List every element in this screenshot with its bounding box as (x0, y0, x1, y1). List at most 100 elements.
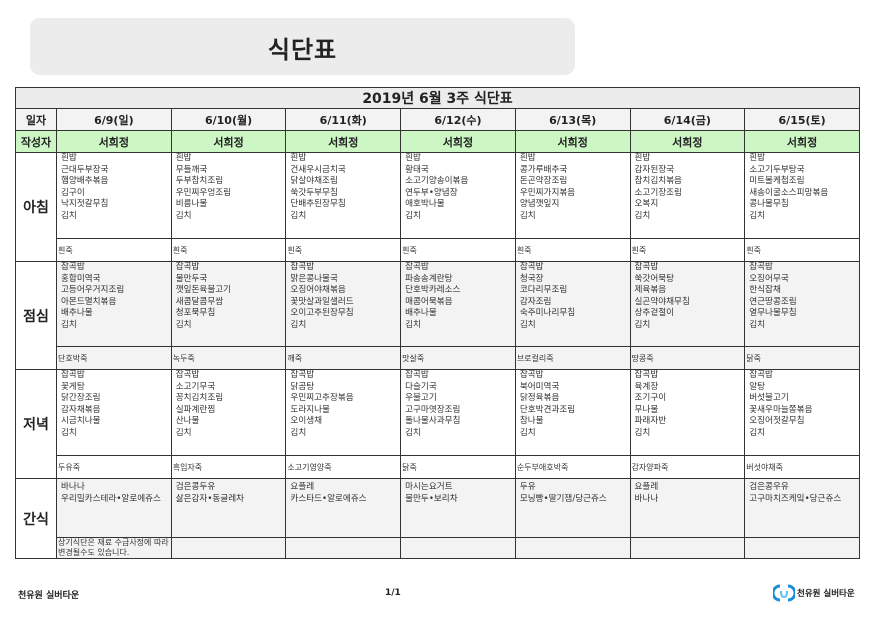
menu-item: 소고기두부탕국 (749, 164, 805, 175)
menu-item: 우리밀카스테라•알로에쥬스 (61, 493, 161, 504)
menu-item: 청국장 (519, 273, 544, 284)
footer-org-name: 천유원 실버타운 (18, 591, 80, 601)
menu-item: 김치 (405, 319, 421, 330)
day-date: 6/13(목) (514, 108, 631, 131)
menu-item: 소고기장조림 (634, 187, 682, 198)
menu-cell: 두유 모닝빵•딸기잼/당근쥬스 (514, 478, 631, 538)
menu-item: 잡곡밥 (175, 370, 200, 381)
menu-item: 김치 (405, 427, 421, 438)
menu-item: 참치김치볶음 (634, 176, 682, 187)
menu-item: 닭정육볶음 (519, 393, 560, 404)
menu-item: 검은콩우유 (749, 482, 789, 492)
menu-item: 단호박견과조림 (519, 404, 576, 415)
menu-item: 우불고기 (405, 393, 437, 404)
menu-item: 삶은감자•동글레차 (175, 493, 245, 504)
menu-item: 김치 (61, 319, 77, 330)
menu-item: 북어미역국 (519, 381, 560, 392)
menu-item: 황태국 (405, 164, 429, 175)
menu-item: 흰밥 (61, 153, 77, 164)
meal-label: 점심 (15, 261, 57, 370)
porridge-row: 두유죽 흑임자죽 소고기영양죽 닭죽 순두부애호박죽 감자양파죽 버섯야채죽 (16, 455, 860, 479)
menu-item: 김치 (634, 210, 651, 221)
porridge-cell: 맛살죽 (400, 346, 516, 370)
menu-item: 흰밥 (634, 153, 651, 164)
day-date: 6/10(월) (170, 108, 287, 131)
menu-item: 열무나물무침 (749, 308, 797, 319)
logo-text: 천유원 실버타운 (797, 589, 855, 599)
menu-item: 오징어무국 (749, 273, 789, 284)
menu-item: 김치 (61, 210, 77, 221)
menu-item: 육계장 (634, 381, 659, 392)
menu-item: 김치 (519, 319, 536, 330)
menu-item: 실파계란찜 (175, 404, 216, 415)
menu-item: 김치 (61, 427, 77, 438)
menu-cell: 요플레 카스타드•알로에쥬스 (285, 478, 402, 538)
porridge-cell: 흑임자죽 (170, 455, 287, 479)
day-date: 6/11(화) (285, 108, 402, 131)
menu-item: 닭간장조림 (61, 393, 101, 404)
menu-item: 고구마엿장조림 (405, 404, 461, 415)
menu-item: 돈곤약장조림 (519, 176, 568, 187)
menu-item: 닭곰탕 (290, 381, 315, 392)
menu-item: 애호박나물 (405, 199, 445, 210)
menu-item: 마시는요거트 (405, 482, 453, 492)
menu-cell: 잡곡밥 꽃게탕 닭간장조림 감자채볶음 시금치나물 김치 (56, 369, 172, 456)
menu-cell: 마시는요거트 물만두•보리차 (400, 478, 516, 538)
menu-item: 오이생채 (290, 416, 323, 427)
menu-item: 파래자반 (634, 416, 667, 427)
menu-item: 물만두국 (175, 273, 208, 284)
menu-item: 미트볼케첩조림 (749, 176, 805, 187)
menu-cell: 흰밥 건새우시금치국 닭살야채조림 쑥갓두부무침 단배추된장무침 김치 (285, 152, 402, 239)
menu-item: 잡곡밥 (290, 370, 315, 381)
menu-item: 한식잡채 (749, 285, 781, 296)
menu-item: 오징어야채볶음 (290, 285, 346, 296)
menu-item: 산나물 (175, 416, 200, 427)
menu-item: 김구이 (61, 187, 85, 198)
menu-item: 낙지젓갈무침 (61, 199, 109, 210)
week-title: 2019년 6월 3주 식단표 (15, 87, 860, 109)
meal-row: 아침 흰밥 근대두부장국 햄양배추볶음 김구이 낙지젓갈무침 김치 흰밥 무들깨국 두부참치조림 우… (15, 152, 860, 262)
menu-item: 김치 (290, 427, 307, 438)
porridge-row: 흰죽 흰죽 흰죽 흰죽 흰죽 흰죽 흰죽 (16, 238, 860, 262)
menu-item: 두부참치조림 (175, 176, 224, 187)
menu-item: 청포묵무침 (175, 308, 216, 319)
menu-item: 검은콩두유 (175, 482, 216, 492)
porridge-cell: 땅콩죽 (629, 346, 746, 370)
porridge-cell: 브로컬리죽 (514, 346, 631, 370)
menu-item: 물만두•보리차 (405, 493, 458, 504)
porridge-cell: 감자양파죽 (629, 455, 746, 479)
menu-item: 모닝빵•딸기잼/당근쥬스 (519, 493, 607, 504)
author-label: 작성자 (15, 130, 57, 153)
empty-cell (285, 537, 402, 559)
menu-item: 연근땅콩조림 (749, 296, 797, 307)
day-date: 6/12(수) (400, 108, 516, 131)
day-date: 6/9(일) (56, 108, 172, 131)
menu-item: 흰밥 (405, 153, 421, 164)
menu-item: 김치 (634, 427, 651, 438)
menu-cell: 흰밥 근대두부장국 햄양배추볶음 김구이 낙지젓갈무침 김치 (56, 152, 172, 239)
menu-item: 홍합미역국 (61, 273, 101, 284)
menu-item: 돌나물사과무침 (405, 416, 461, 427)
menu-item: 콩나물무침 (749, 199, 789, 210)
menu-item: 바나나 (634, 493, 659, 504)
menu-item: 단호박카레소스 (405, 285, 461, 296)
day-author: 서희정 (170, 130, 287, 153)
menu-item: 비름나물 (175, 199, 208, 210)
menu-item: 두유 (519, 482, 536, 492)
menu-item: 고구마치즈케잌•당근쥬스 (749, 493, 842, 504)
menu-cell: 요플레 바나나 (629, 478, 746, 538)
menu-item: 새송이굴소스피망볶음 (749, 187, 829, 198)
date-label: 일자 (15, 108, 57, 131)
menu-cell: 흰밥 황태국 소고기양송이볶음 연두부•양념장 애호박나물 김치 (400, 152, 516, 239)
menu-item: 카스타드•알로에쥬스 (290, 493, 367, 504)
menu-cell: 잡곡밥 청국장 코다리무조림 감자조림 숙주미나리무침 김치 (514, 261, 631, 347)
menu-item: 잡곡밥 (405, 370, 429, 381)
page-title: 식단표 (267, 36, 338, 64)
menu-item: 버섯불고기 (749, 393, 789, 404)
menu-item: 닭살야채조림 (290, 176, 338, 187)
day-author: 서희정 (400, 130, 516, 153)
menu-item: 실곤약야채무침 (634, 296, 690, 307)
empty-cell (400, 537, 516, 559)
menu-cell: 잡곡밥 다슬기국 우불고기 고구마엿장조림 돌나물사과무침 김치 (400, 369, 516, 456)
menu-item: 김치 (749, 319, 766, 330)
